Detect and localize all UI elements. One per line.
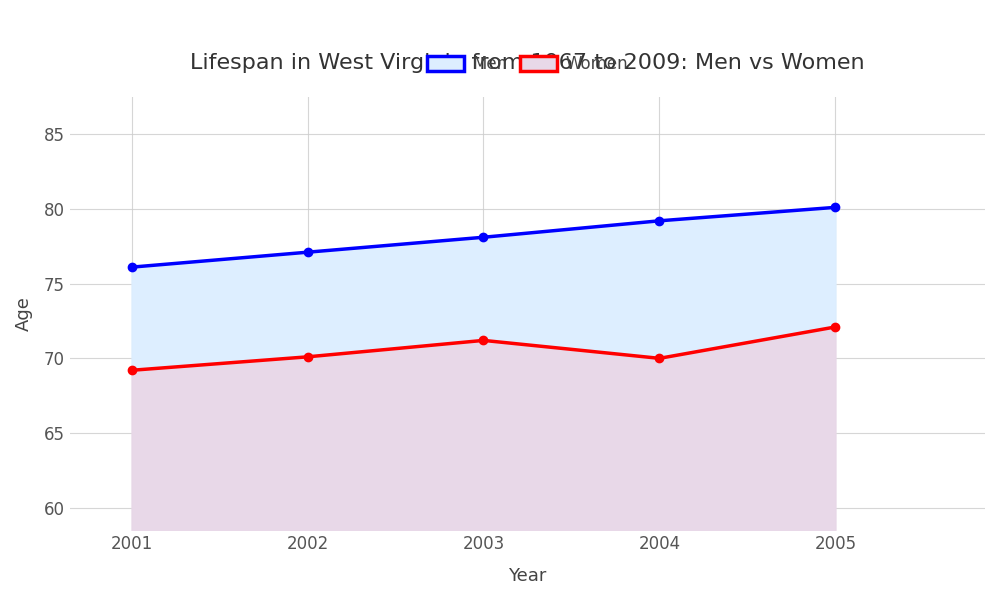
X-axis label: Year: Year [508,567,547,585]
Title: Lifespan in West Virginia from 1967 to 2009: Men vs Women: Lifespan in West Virginia from 1967 to 2… [190,53,865,73]
Y-axis label: Age: Age [15,296,33,331]
Legend: Men, Women: Men, Women [420,49,635,80]
